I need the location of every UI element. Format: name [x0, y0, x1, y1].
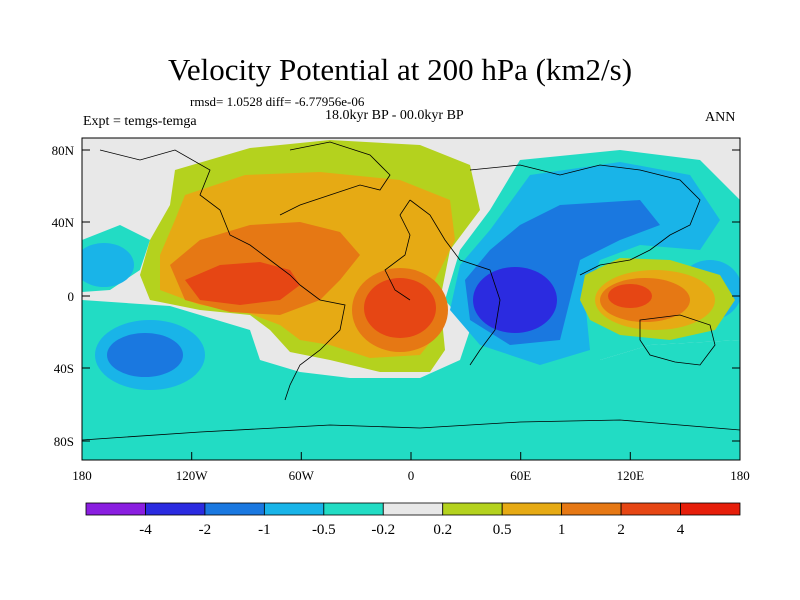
lon-label-120e: 120E: [617, 468, 645, 483]
lon-label-0: 0: [408, 468, 415, 483]
colorbar-swatch: [323, 502, 384, 516]
lon-label-180e: 180: [730, 468, 750, 483]
colorbar-swatch: [85, 502, 146, 516]
colorbar-swatch: [442, 502, 503, 516]
season-label: ANN: [705, 110, 736, 125]
lat-label-40s: 40S: [54, 361, 74, 376]
contour-blue-west-small: [82, 243, 134, 287]
lat-label-0: 0: [68, 289, 75, 304]
lon-label-120w: 120W: [176, 468, 209, 483]
contour-red-maritime: [608, 284, 652, 308]
colorbar-label: -2: [199, 522, 212, 538]
contour-darkest-blue-indian: [473, 267, 557, 333]
lon-label-60w: 60W: [289, 468, 315, 483]
lat-label-40n: 40N: [52, 215, 75, 230]
colorbar-label: 0.2: [433, 522, 452, 538]
contour-field: [82, 138, 740, 460]
lon-label-60e: 60E: [510, 468, 531, 483]
colorbar-label: -4: [139, 522, 152, 538]
stats-line: rmsd= 1.0528 diff= -6.77956e-06: [190, 94, 365, 109]
colorbar-swatch: [382, 502, 444, 516]
colorbar-label: -0.5: [312, 522, 336, 538]
contour-dark-blue-south-pacific: [107, 333, 183, 377]
lat-label-80s: 80S: [54, 434, 74, 449]
colorbar-label: 0.5: [493, 522, 512, 538]
colorbar-label: 4: [677, 522, 685, 538]
colorbar-swatch: [620, 502, 681, 516]
colorbar: -4 -2 -1 -0.5 -0.2 0.2 0.5 1 2 4: [85, 502, 741, 538]
colorbar-swatch: [204, 502, 265, 516]
colorbar-label: 1: [558, 522, 566, 538]
lat-label-80n: 80N: [52, 143, 75, 158]
colorbar-swatch: [680, 502, 741, 516]
lon-label-180w: 180: [72, 468, 92, 483]
lon-ticks: [81, 452, 741, 460]
contour-red-atlantic: [364, 278, 436, 338]
contour-red-americas: [185, 262, 300, 305]
colorbar-swatch: [263, 502, 325, 516]
colorbar-swatch: [501, 502, 563, 516]
coastlines: [82, 141, 740, 441]
colorbar-swatch: [561, 502, 622, 516]
period-label: 18.0kyr BP - 00.0kyr BP: [325, 108, 464, 123]
experiment-label: Expt = temgs-temga: [83, 114, 197, 129]
lat-ticks: [82, 149, 740, 442]
colorbar-swatch: [145, 502, 206, 516]
colorbar-label: 2: [617, 522, 625, 538]
contour-cyan-south: [82, 300, 740, 460]
plot-title: Velocity Potential at 200 hPa (km2/s): [167, 52, 633, 87]
colorbar-label: -0.2: [371, 522, 395, 538]
colorbar-label: -1: [258, 522, 271, 538]
